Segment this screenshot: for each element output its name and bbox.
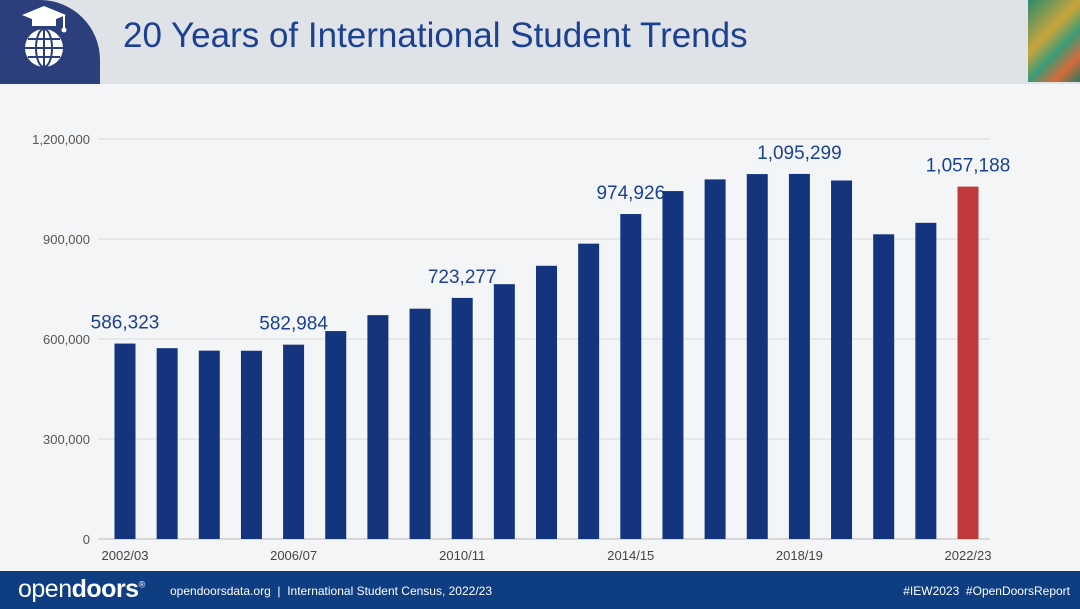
logo-badge bbox=[0, 0, 100, 84]
globe-graduation-cap-icon bbox=[22, 6, 67, 68]
x-tick-label: 2002/03 bbox=[102, 548, 149, 563]
bar-2003-04 bbox=[156, 348, 178, 539]
data-label: 1,095,299 bbox=[757, 143, 842, 164]
bar-2005-06 bbox=[240, 350, 262, 539]
bar-2002-03 bbox=[114, 343, 136, 539]
bar-2008-09 bbox=[367, 315, 389, 539]
data-label: 582,984 bbox=[259, 314, 328, 335]
data-label: 586,323 bbox=[91, 313, 160, 334]
y-tick-label: 600,000 bbox=[43, 332, 90, 347]
bar-2017-18 bbox=[746, 174, 768, 539]
brand-light: open bbox=[18, 575, 72, 603]
brand-mark: ® bbox=[138, 579, 146, 590]
y-tick-label: 1,200,000 bbox=[32, 132, 90, 147]
footer-hashtags: #IEW2023 #OpenDoorsReport bbox=[903, 584, 1070, 598]
footer-source: opendoorsdata.org | International Studen… bbox=[170, 584, 493, 598]
opendoors-logo: opendoors® bbox=[18, 575, 145, 604]
x-tick-label: 2010/11 bbox=[439, 548, 485, 563]
slide-header: 20 Years of International Student Trends bbox=[0, 0, 1080, 84]
bar-2013-14 bbox=[578, 243, 600, 539]
x-tick-label: 2014/15 bbox=[607, 548, 654, 563]
bar-2018-19 bbox=[788, 173, 810, 539]
bar-2014-15 bbox=[620, 214, 642, 539]
bar-2020-21 bbox=[873, 234, 895, 539]
footer-bar: opendoors® opendoorsdata.org | Internati… bbox=[0, 571, 1080, 609]
brand-bold: doors bbox=[71, 575, 139, 603]
bar-2012-13 bbox=[536, 265, 557, 539]
bar-2015-16 bbox=[662, 191, 684, 540]
bar-2004-05 bbox=[198, 350, 220, 539]
data-label: 974,926 bbox=[596, 183, 665, 204]
bar-2022-23 bbox=[957, 186, 979, 539]
bar-2021-22 bbox=[915, 222, 937, 539]
x-tick-label: 2006/07 bbox=[270, 548, 317, 563]
y-tick-label: 300,000 bbox=[43, 432, 90, 447]
y-tick-label: 0 bbox=[83, 532, 90, 547]
bar-2006-07 bbox=[283, 344, 305, 539]
x-tick-label: 2018/19 bbox=[776, 548, 823, 563]
bar-2009-10 bbox=[409, 308, 431, 539]
bar-2019-20 bbox=[831, 180, 853, 539]
decorative-image bbox=[1028, 0, 1080, 82]
x-tick-label: 2022/23 bbox=[945, 548, 992, 563]
page-title: 20 Years of International Student Trends bbox=[123, 16, 748, 55]
y-tick-label: 900,000 bbox=[43, 232, 90, 247]
bar-2011-12 bbox=[493, 284, 515, 539]
bar-2007-08 bbox=[325, 331, 347, 539]
bar-2010-11 bbox=[451, 297, 473, 539]
bar-chart: 0 300,000 600,000 900,000 1,200,000 2002/03 58… bbox=[32, 132, 1011, 563]
data-label: 723,277 bbox=[428, 267, 497, 288]
bar-2016-17 bbox=[704, 179, 726, 539]
data-label: 1,057,188 bbox=[926, 156, 1011, 177]
